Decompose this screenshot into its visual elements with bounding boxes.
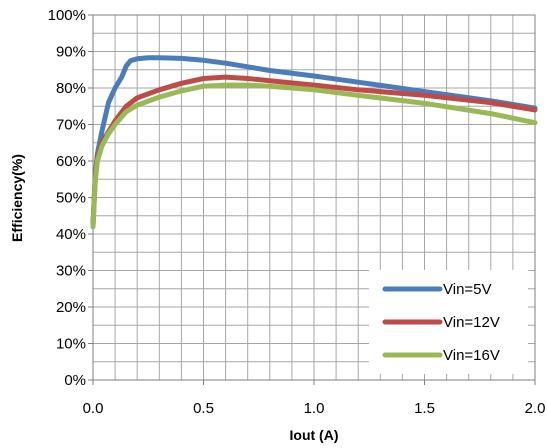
x-tick-labels: 0.0 0.5 1.0 1.5 2.0 [83, 400, 546, 417]
y-tick-label: 0% [64, 372, 86, 389]
x-tick-label: 2.0 [525, 400, 546, 417]
legend-label-3: Vin=16V [443, 347, 500, 364]
series-line-1 [90, 55, 538, 230]
x-tick-label: 1.0 [304, 400, 325, 417]
series-line-3 [90, 82, 538, 230]
x-tick-label: 1.5 [414, 400, 435, 417]
y-axis-title: Efficiency(%) [9, 154, 25, 242]
legend-label-1: Vin=5V [443, 281, 492, 298]
y-tick-label: 90% [56, 44, 86, 61]
y-tick-label: 50% [56, 190, 86, 207]
y-tick-label: 80% [56, 80, 86, 97]
y-tick-label: 30% [56, 263, 86, 280]
y-tick-label: 40% [56, 226, 86, 243]
x-tick-label: 0.5 [193, 400, 214, 417]
legend: Vin=5V Vin=12V Vin=16V [369, 270, 528, 374]
x-tick-label: 0.0 [83, 400, 104, 417]
y-tick-label: 70% [56, 117, 86, 134]
y-tick-label: 100% [48, 7, 86, 24]
x-axis-title: Iout (A) [290, 427, 339, 443]
series-lines [90, 55, 538, 230]
legend-label-2: Vin=12V [443, 314, 500, 331]
y-tick-labels: 0% 10% 20% 30% 40% 50% 60% 70% 80% 90% 100% [48, 7, 86, 389]
y-tick-label: 10% [56, 336, 86, 353]
y-tick-label: 60% [56, 153, 86, 170]
y-tick-label: 20% [56, 299, 86, 316]
